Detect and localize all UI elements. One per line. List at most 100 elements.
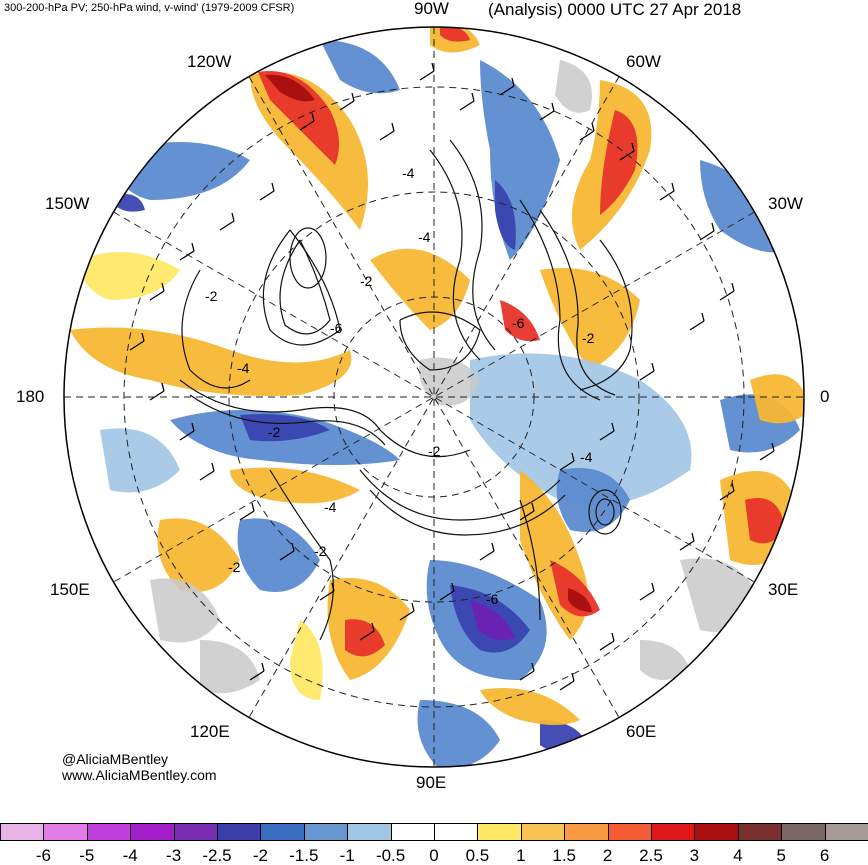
wind-barb-flag	[411, 602, 415, 612]
wind-barbs	[129, 62, 775, 691]
wind-barb-flag	[701, 312, 705, 322]
wind-barb-shaft	[299, 120, 315, 131]
colorbar-swatch	[477, 823, 522, 841]
pv-blob	[370, 248, 470, 330]
colorbar-swatch	[173, 823, 218, 841]
pv-blob	[600, 110, 638, 215]
colorbar-swatch	[86, 823, 132, 841]
colorbar-swatch	[737, 823, 783, 841]
colorbar-swatch	[217, 823, 262, 841]
wind-barb-flag	[531, 502, 535, 512]
wind-barb-flag	[651, 362, 655, 372]
wind-barb-flag	[231, 212, 235, 222]
wind-barb-flag	[651, 582, 655, 592]
wind-barb-shaft	[279, 550, 295, 561]
wind-barb-flag	[551, 102, 555, 112]
colorbar-tick-label: 0	[429, 846, 439, 865]
wind-barb-flag	[391, 122, 395, 132]
wind-barb-flag	[511, 77, 515, 87]
wind-barb-shaft	[249, 670, 265, 681]
wind-barb-shaft	[639, 590, 655, 601]
pv-blob	[240, 414, 330, 442]
pv-blob	[70, 327, 352, 396]
contour-label: -2	[268, 424, 281, 440]
wind-barb-shaft	[559, 460, 575, 471]
lon-label-90e: 90E	[416, 773, 447, 792]
wind-barb-shaft	[179, 250, 195, 261]
wind-barb-shaft	[149, 390, 165, 401]
colorbar-swatch	[781, 823, 826, 841]
wind-barb-flag	[371, 622, 375, 632]
colorbar-tick-label: 1.5	[552, 846, 576, 865]
pv-blob	[320, 40, 400, 94]
colorbar-tick-label: -0.5	[375, 846, 406, 865]
pv-blob	[556, 468, 630, 532]
colorbar-swatch	[130, 823, 175, 841]
lon-label-120e: 120E	[190, 722, 230, 741]
pv-blob	[568, 588, 592, 612]
land-patch	[150, 578, 220, 643]
lat-lon-grid	[64, 27, 804, 767]
contour-line	[579, 239, 633, 391]
pv-blob	[290, 620, 323, 700]
wind-barb-shaft	[559, 680, 575, 691]
colorbar-swatch	[824, 823, 868, 841]
wind-barb-flag	[671, 182, 675, 192]
colorbar-tick-label: 6	[819, 846, 830, 865]
colorbar-tick-label: -1	[339, 846, 355, 865]
contour-line	[269, 469, 334, 641]
contour-closed	[588, 489, 622, 535]
colorbar-tick-label: -5	[79, 846, 95, 865]
pv-blob	[345, 619, 385, 657]
wind-barb-flag	[331, 582, 335, 592]
colorbar-tick-label: 0.5	[465, 846, 490, 865]
land-patch	[200, 640, 260, 694]
contour-line	[519, 199, 601, 401]
chart-header-left: 300-200-hPa PV; 250-hPa wind, v-wind' (1…	[4, 2, 295, 14]
pv-blob	[440, 27, 470, 42]
contour-label: -2	[205, 288, 218, 304]
colorbar-swatch	[390, 823, 435, 841]
contour-line	[179, 379, 471, 458]
pv-blob	[540, 268, 640, 370]
colorbar-swatch	[303, 823, 349, 841]
contour-label: -2	[228, 559, 241, 575]
contour-label: -4	[402, 165, 415, 181]
contour-line	[189, 394, 386, 446]
wind-barb-flag	[571, 452, 575, 462]
contour-line	[359, 469, 561, 521]
lon-label-60e: 60E	[626, 722, 657, 741]
colorbar-swatch	[0, 823, 45, 841]
colorbar-tick-label: -3	[166, 846, 182, 865]
wind-barb-shaft	[219, 220, 235, 231]
pv-blob	[470, 353, 692, 506]
pv-blob	[250, 72, 368, 230]
pv-blob	[495, 180, 516, 250]
contour-label: -4	[237, 360, 250, 376]
contour-line	[369, 489, 566, 536]
wind-barb-shaft	[399, 610, 415, 621]
wind-barb-flag	[191, 422, 195, 432]
wind-barb-shaft	[179, 430, 195, 441]
pv-blob	[750, 374, 804, 424]
wind-barb-shaft	[379, 130, 395, 141]
wind-barb-shaft	[539, 110, 555, 121]
wind-barb-flag	[571, 672, 575, 682]
wind-barb-flag	[161, 282, 165, 292]
wind-barb-shaft	[689, 320, 705, 331]
colorbar-tick-label: -2	[252, 846, 268, 865]
contour-label: -2	[428, 443, 441, 459]
colorbar-tick-label: -1.5	[289, 846, 319, 865]
land-patch	[555, 60, 592, 113]
contour-line	[519, 499, 541, 621]
wind-barb-shaft	[199, 470, 215, 481]
colorbar-swatch	[651, 823, 696, 841]
wind-barb-flag	[261, 662, 265, 672]
colorbar-tick-label: 5	[776, 846, 786, 865]
pv-blob	[230, 467, 360, 504]
wind-barb-shaft	[759, 450, 775, 461]
colorbar-swatch	[564, 823, 609, 841]
contour-label: -6	[486, 591, 499, 607]
colorbar-tick-label: 2	[602, 846, 613, 865]
